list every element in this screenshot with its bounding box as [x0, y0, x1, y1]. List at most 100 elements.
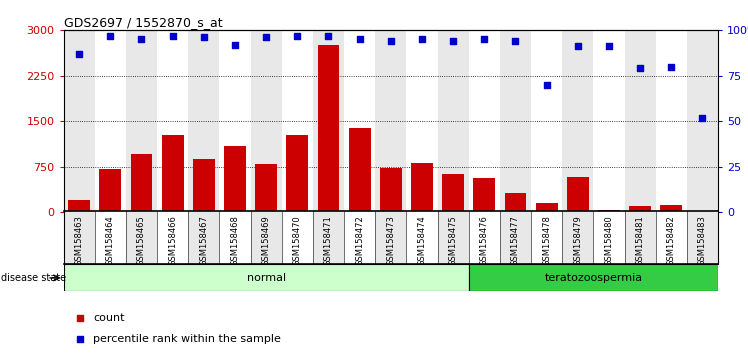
Bar — [95, 30, 126, 212]
Bar — [629, 206, 651, 212]
Bar — [131, 154, 153, 212]
Bar — [531, 211, 562, 264]
Point — [478, 36, 490, 42]
Bar — [469, 211, 500, 264]
Bar — [157, 30, 188, 212]
Text: GSM158478: GSM158478 — [542, 216, 551, 267]
Bar — [282, 30, 313, 212]
Text: percentile rank within the sample: percentile rank within the sample — [93, 334, 281, 344]
Point — [696, 115, 708, 120]
Text: GSM158477: GSM158477 — [511, 216, 520, 267]
Point — [665, 64, 677, 69]
Bar — [188, 30, 219, 212]
Bar — [656, 30, 687, 212]
Bar — [473, 178, 495, 212]
Bar — [349, 128, 370, 212]
Bar — [318, 45, 340, 212]
Point — [197, 35, 209, 40]
Bar — [406, 30, 438, 212]
Bar — [68, 200, 90, 212]
Text: GDS2697 / 1552870_s_at: GDS2697 / 1552870_s_at — [64, 16, 222, 29]
Text: GSM158464: GSM158464 — [105, 216, 115, 266]
Bar — [500, 30, 531, 212]
Bar — [64, 211, 95, 264]
Bar — [687, 211, 718, 264]
Bar — [438, 211, 469, 264]
Bar — [660, 205, 682, 212]
Bar — [188, 211, 219, 264]
Point — [322, 33, 334, 38]
Bar — [411, 163, 433, 212]
Point — [533, 32, 545, 38]
Text: GSM158471: GSM158471 — [324, 216, 333, 266]
Bar — [99, 169, 121, 212]
Bar — [193, 159, 215, 212]
Point — [571, 44, 583, 49]
Bar — [656, 211, 687, 264]
Bar — [567, 177, 589, 212]
Text: GSM158470: GSM158470 — [292, 216, 302, 266]
Text: GSM158474: GSM158474 — [417, 216, 426, 266]
Text: GSM158465: GSM158465 — [137, 216, 146, 266]
Point — [104, 33, 116, 38]
Text: normal: normal — [247, 273, 286, 283]
Bar — [500, 211, 531, 264]
Bar — [224, 145, 246, 212]
Bar — [157, 211, 188, 264]
Text: GSM158469: GSM158469 — [262, 216, 271, 266]
Bar — [251, 30, 282, 212]
Bar — [375, 211, 406, 264]
Bar — [126, 30, 157, 212]
Bar — [380, 168, 402, 212]
Text: GSM158473: GSM158473 — [386, 216, 396, 267]
Bar — [562, 211, 593, 264]
Bar — [282, 211, 313, 264]
Bar — [593, 30, 625, 212]
Bar — [687, 30, 718, 212]
Bar — [469, 30, 500, 212]
Point — [291, 33, 303, 38]
Bar — [692, 211, 714, 212]
Text: disease state: disease state — [1, 273, 67, 283]
Bar — [536, 203, 557, 212]
Text: GSM158482: GSM158482 — [666, 216, 676, 266]
Bar — [219, 30, 251, 212]
Point — [167, 33, 179, 38]
Bar — [64, 30, 95, 212]
Point — [634, 65, 646, 71]
Bar — [255, 164, 277, 212]
Bar — [531, 30, 562, 212]
Point — [603, 44, 615, 49]
Text: GSM158475: GSM158475 — [449, 216, 458, 266]
Bar — [505, 193, 527, 212]
Bar — [625, 30, 656, 212]
Bar — [406, 211, 438, 264]
Point — [416, 36, 428, 42]
Text: GSM158483: GSM158483 — [698, 216, 707, 267]
Text: GSM158480: GSM158480 — [604, 216, 613, 266]
Bar — [625, 211, 656, 264]
Text: GSM158468: GSM158468 — [230, 216, 239, 267]
Bar — [562, 30, 593, 212]
Bar — [313, 30, 344, 212]
Bar — [251, 211, 282, 264]
Bar — [438, 30, 469, 212]
Text: GSM158481: GSM158481 — [636, 216, 645, 266]
Bar — [162, 135, 183, 212]
Point — [73, 51, 85, 57]
Point — [354, 36, 366, 42]
Point — [447, 38, 459, 44]
Text: GSM158476: GSM158476 — [479, 216, 489, 267]
Point — [509, 38, 521, 44]
Point — [384, 38, 396, 44]
Bar — [442, 173, 464, 212]
Text: GSM158472: GSM158472 — [355, 216, 364, 266]
FancyBboxPatch shape — [64, 264, 469, 291]
Text: GSM158467: GSM158467 — [199, 216, 209, 267]
Text: count: count — [93, 313, 124, 323]
Bar — [375, 30, 406, 212]
Bar — [313, 211, 344, 264]
Bar — [286, 135, 308, 212]
Bar — [126, 211, 157, 264]
Text: GSM158479: GSM158479 — [573, 216, 583, 266]
